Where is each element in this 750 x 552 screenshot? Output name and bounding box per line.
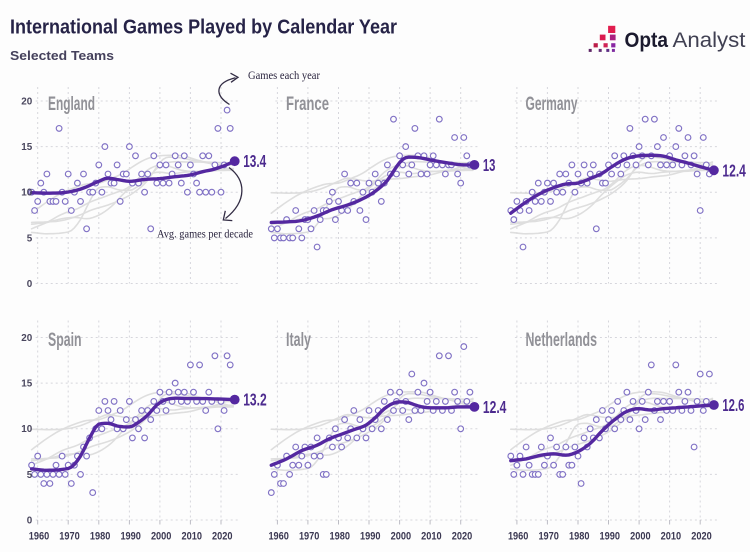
svg-text:1960: 1960 <box>268 531 289 543</box>
svg-text:1980: 1980 <box>90 531 111 543</box>
svg-text:Germany: Germany <box>526 94 578 115</box>
svg-text:Netherlands: Netherlands <box>526 330 598 351</box>
svg-text:Games each year: Games each year <box>248 70 320 82</box>
svg-text:2010: 2010 <box>661 531 682 543</box>
svg-text:1960: 1960 <box>508 531 529 543</box>
svg-text:1980: 1980 <box>330 531 351 543</box>
svg-text:15: 15 <box>21 141 32 153</box>
svg-text:13: 13 <box>483 155 496 175</box>
svg-text:20: 20 <box>21 332 32 344</box>
svg-text:Spain: Spain <box>48 330 82 351</box>
svg-text:0: 0 <box>27 514 33 526</box>
svg-text:12.4: 12.4 <box>722 160 746 180</box>
svg-text:12.6: 12.6 <box>722 395 744 415</box>
svg-text:2020: 2020 <box>691 531 712 543</box>
svg-text:2000: 2000 <box>151 531 172 543</box>
svg-text:1970: 1970 <box>59 531 80 543</box>
svg-text:2010: 2010 <box>182 531 203 543</box>
svg-text:10: 10 <box>21 423 32 435</box>
svg-text:Opta: Opta <box>625 28 669 52</box>
svg-text:5: 5 <box>27 469 33 481</box>
svg-text:Avg. games per decade: Avg. games per decade <box>157 229 253 241</box>
svg-text:10: 10 <box>21 187 32 199</box>
svg-text:15: 15 <box>21 378 32 390</box>
svg-text:1990: 1990 <box>600 531 621 543</box>
svg-text:2020: 2020 <box>212 531 233 543</box>
svg-text:2000: 2000 <box>630 531 651 543</box>
svg-text:20: 20 <box>21 95 32 107</box>
svg-text:2000: 2000 <box>391 531 412 543</box>
svg-text:0: 0 <box>27 278 33 290</box>
svg-text:5: 5 <box>27 232 33 244</box>
svg-text:1970: 1970 <box>299 531 320 543</box>
svg-text:Analyst: Analyst <box>673 28 746 52</box>
svg-text:1990: 1990 <box>360 531 381 543</box>
svg-text:Selected Teams: Selected Teams <box>10 48 114 63</box>
svg-text:12.4: 12.4 <box>483 397 507 417</box>
svg-text:France: France <box>286 94 329 115</box>
svg-text:2020: 2020 <box>452 531 473 543</box>
svg-text:1970: 1970 <box>538 531 559 543</box>
svg-text:Italy: Italy <box>286 330 311 351</box>
svg-text:13.4: 13.4 <box>243 151 266 171</box>
svg-text:2010: 2010 <box>421 531 442 543</box>
svg-text:International Games Played by: International Games Played by Calendar Y… <box>10 17 397 39</box>
svg-text:1960: 1960 <box>29 531 50 543</box>
svg-text:1980: 1980 <box>569 531 590 543</box>
svg-text:13.2: 13.2 <box>243 390 267 410</box>
svg-text:1990: 1990 <box>120 531 141 543</box>
svg-text:England: England <box>48 94 95 115</box>
